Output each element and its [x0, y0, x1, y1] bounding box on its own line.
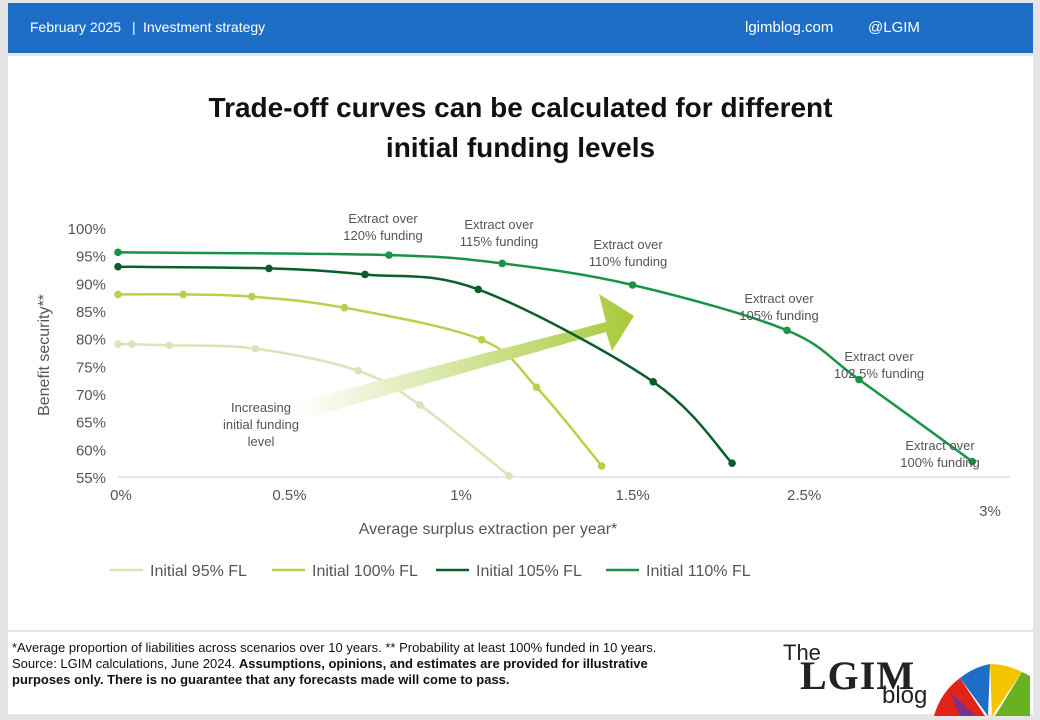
- series-3-point: [968, 457, 977, 466]
- legend-label: Initial 105% FL: [476, 563, 582, 580]
- y-tick-label: 80%: [76, 332, 106, 349]
- series-2-point: [474, 285, 483, 294]
- series-0-point: [165, 341, 174, 350]
- series-2-point: [649, 378, 657, 386]
- publish-date: February 2025: [30, 19, 122, 35]
- footnote: *Average proportion of liabilities acros…: [12, 640, 752, 688]
- chart-title: Trade-off curves can be calculated for d…: [8, 88, 1033, 168]
- series-3-point: [498, 259, 507, 268]
- x-tick-label: 1%: [450, 487, 472, 504]
- legend-label: Initial 95% FL: [150, 563, 247, 580]
- annotation-label: 120% funding: [343, 228, 423, 243]
- series-0-point: [114, 340, 122, 349]
- series-1-point: [532, 383, 541, 392]
- annotation-label: Extract over: [348, 211, 418, 226]
- x-axis-title: Average surplus extraction per year*: [359, 521, 618, 538]
- y-tick-label: 75%: [76, 359, 106, 376]
- annotation-label: 110% funding: [589, 254, 668, 269]
- top-banner: February 2025 | Investment strategy lgim…: [8, 3, 1033, 53]
- series-1-point: [179, 290, 187, 299]
- series-1-point: [477, 335, 486, 344]
- y-axis-title: Benefit security**: [36, 294, 53, 416]
- series-3-point: [628, 281, 637, 289]
- series-line-2: [117, 265, 734, 465]
- arrow-label-line: Increasing: [231, 400, 291, 415]
- series-3-point: [783, 326, 791, 335]
- y-tick-label: 70%: [76, 387, 106, 404]
- chart-title-line-2: initial funding levels: [385, 132, 656, 163]
- legend-label: Initial 100% FL: [312, 563, 418, 580]
- annotation-label: Extract over: [593, 237, 663, 252]
- legend-label: Initial 110% FL: [646, 563, 751, 580]
- series-0-point: [251, 344, 260, 353]
- series-3-point: [385, 251, 393, 259]
- annotation-label: Extract over: [464, 217, 534, 232]
- annotation-label: 105% funding: [739, 308, 819, 323]
- trade-off-chart: 100% 95% 90% 85% 80% 75% 70% 65% 60% 55%0% 0.5% 1% 1…: [36, 211, 1010, 580]
- series-0-point: [354, 366, 362, 375]
- umbrella-logo-icon: [934, 664, 1030, 716]
- series-1-point: [114, 290, 122, 299]
- footnote-line-1: *Average proportion of liabilities acros…: [12, 640, 657, 655]
- annotation-label: Extract over: [905, 438, 975, 453]
- y-tick-label: 85%: [76, 304, 106, 321]
- y-tick-label: 95%: [76, 249, 106, 266]
- footnote-source: Source: LGIM calculations, June 2024.: [12, 656, 239, 671]
- arrow-label-line: level: [248, 434, 275, 449]
- x-tick-label: 0%: [110, 487, 132, 504]
- x-tick-label: 2.5%: [787, 487, 821, 504]
- series-1-point: [248, 292, 256, 301]
- series-2-point: [361, 270, 369, 279]
- series-0-point: [505, 472, 513, 480]
- series-0-point: [127, 340, 136, 349]
- arrow-label-line: initial funding: [223, 417, 299, 432]
- footnote-disclaimer-1: Assumptions, opinions, and estimates are…: [238, 656, 648, 671]
- series-1-point: [340, 303, 349, 312]
- series-line-1: [117, 292, 603, 467]
- series-2-point: [728, 459, 736, 467]
- annotation-label: 115% funding: [460, 234, 539, 249]
- annotation-label: Extract over: [844, 349, 914, 364]
- series-2-point: [114, 262, 122, 271]
- chart-title-line-1: Trade-off curves can be calculated for d…: [208, 92, 833, 123]
- logo-brand: LGIM: [800, 653, 916, 698]
- footer-panel: [8, 632, 1033, 714]
- site-link[interactable]: lgimblog.com: [745, 19, 834, 36]
- series-3-point: [114, 248, 122, 257]
- y-tick-label: 90%: [76, 276, 106, 293]
- y-tick-label: 55%: [76, 470, 106, 487]
- series-0-point: [416, 401, 424, 409]
- chart-panel: [8, 56, 1033, 630]
- y-tick-label: 100%: [68, 221, 106, 238]
- x-tick-label: 3%: [979, 503, 1001, 520]
- annotation-label: Extract over: [744, 291, 814, 306]
- annotation-label: 100% funding: [900, 455, 980, 470]
- footnote-disclaimer-2: purposes only. There is no guarantee tha…: [12, 672, 510, 687]
- header-separator: |: [132, 19, 136, 35]
- logo-the: The: [783, 640, 821, 665]
- series-3-point: [855, 375, 863, 384]
- logo-blog: blog: [882, 682, 928, 709]
- y-tick-label: 60%: [76, 442, 106, 459]
- series-2-point: [265, 264, 273, 273]
- increasing-funding-arrow: [296, 294, 634, 420]
- x-tick-label: 1.5%: [616, 487, 650, 504]
- x-tick-label: 0.5%: [272, 487, 306, 504]
- annotation-label: 102.5% funding: [834, 366, 924, 381]
- section-label: Investment strategy: [143, 19, 266, 35]
- y-tick-label: 65%: [76, 415, 106, 432]
- series-1-point: [597, 462, 606, 470]
- twitter-handle-link[interactable]: @LGIM: [868, 19, 920, 36]
